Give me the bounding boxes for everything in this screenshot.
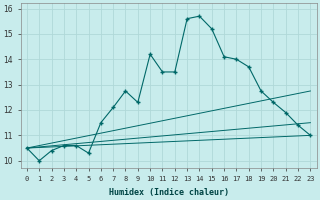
X-axis label: Humidex (Indice chaleur): Humidex (Indice chaleur) xyxy=(108,188,228,197)
